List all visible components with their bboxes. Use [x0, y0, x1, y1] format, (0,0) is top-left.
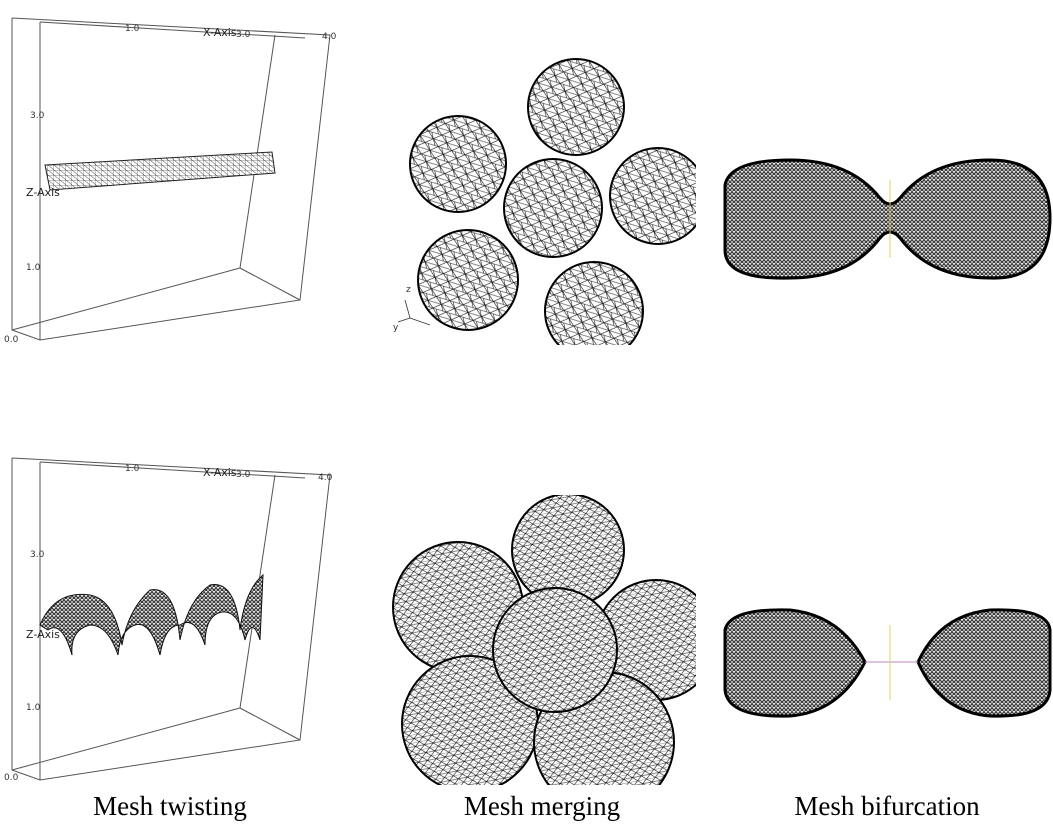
- tick-label: 0.0: [4, 335, 19, 345]
- figure: 1.0 3.0 4.0 X-Axis Z-Axis 3.0 1.0 0.0 1.…: [0, 0, 1053, 827]
- tick-label: 4.0: [322, 32, 337, 42]
- flat-mesh: [45, 152, 275, 190]
- tick-label: 0.0: [4, 773, 19, 783]
- tick-label: 4.0: [318, 473, 333, 483]
- tick-label: 1.0: [26, 263, 41, 273]
- tick-label: 3.0: [30, 111, 45, 121]
- twisted-mesh: [40, 575, 263, 655]
- tick-label: 3.0: [236, 30, 251, 40]
- spheres: [410, 59, 706, 360]
- gizmo-label: y: [393, 323, 399, 333]
- spheres: [393, 494, 716, 812]
- tick-label: 1.0: [26, 703, 41, 713]
- tick-label: 3.0: [30, 550, 45, 560]
- tick-label: 1.0: [125, 24, 140, 34]
- axis-label: Z-Axis: [26, 628, 60, 641]
- bifurcation-mesh: [725, 610, 865, 716]
- axis-label: X-Axis: [203, 26, 237, 39]
- bifurcation-mesh: [725, 160, 1050, 278]
- axis-label: Z-Axis: [26, 186, 60, 199]
- tick-label: 3.0: [236, 470, 251, 480]
- caption: Mesh bifurcation: [794, 791, 980, 821]
- axis-label: X-Axis: [203, 466, 237, 479]
- caption: Mesh merging: [464, 791, 620, 821]
- gizmo-label: z: [406, 285, 411, 295]
- bifurcation-mesh: [918, 610, 1050, 716]
- tick-label: 1.0: [125, 464, 140, 474]
- caption: Mesh twisting: [93, 791, 247, 821]
